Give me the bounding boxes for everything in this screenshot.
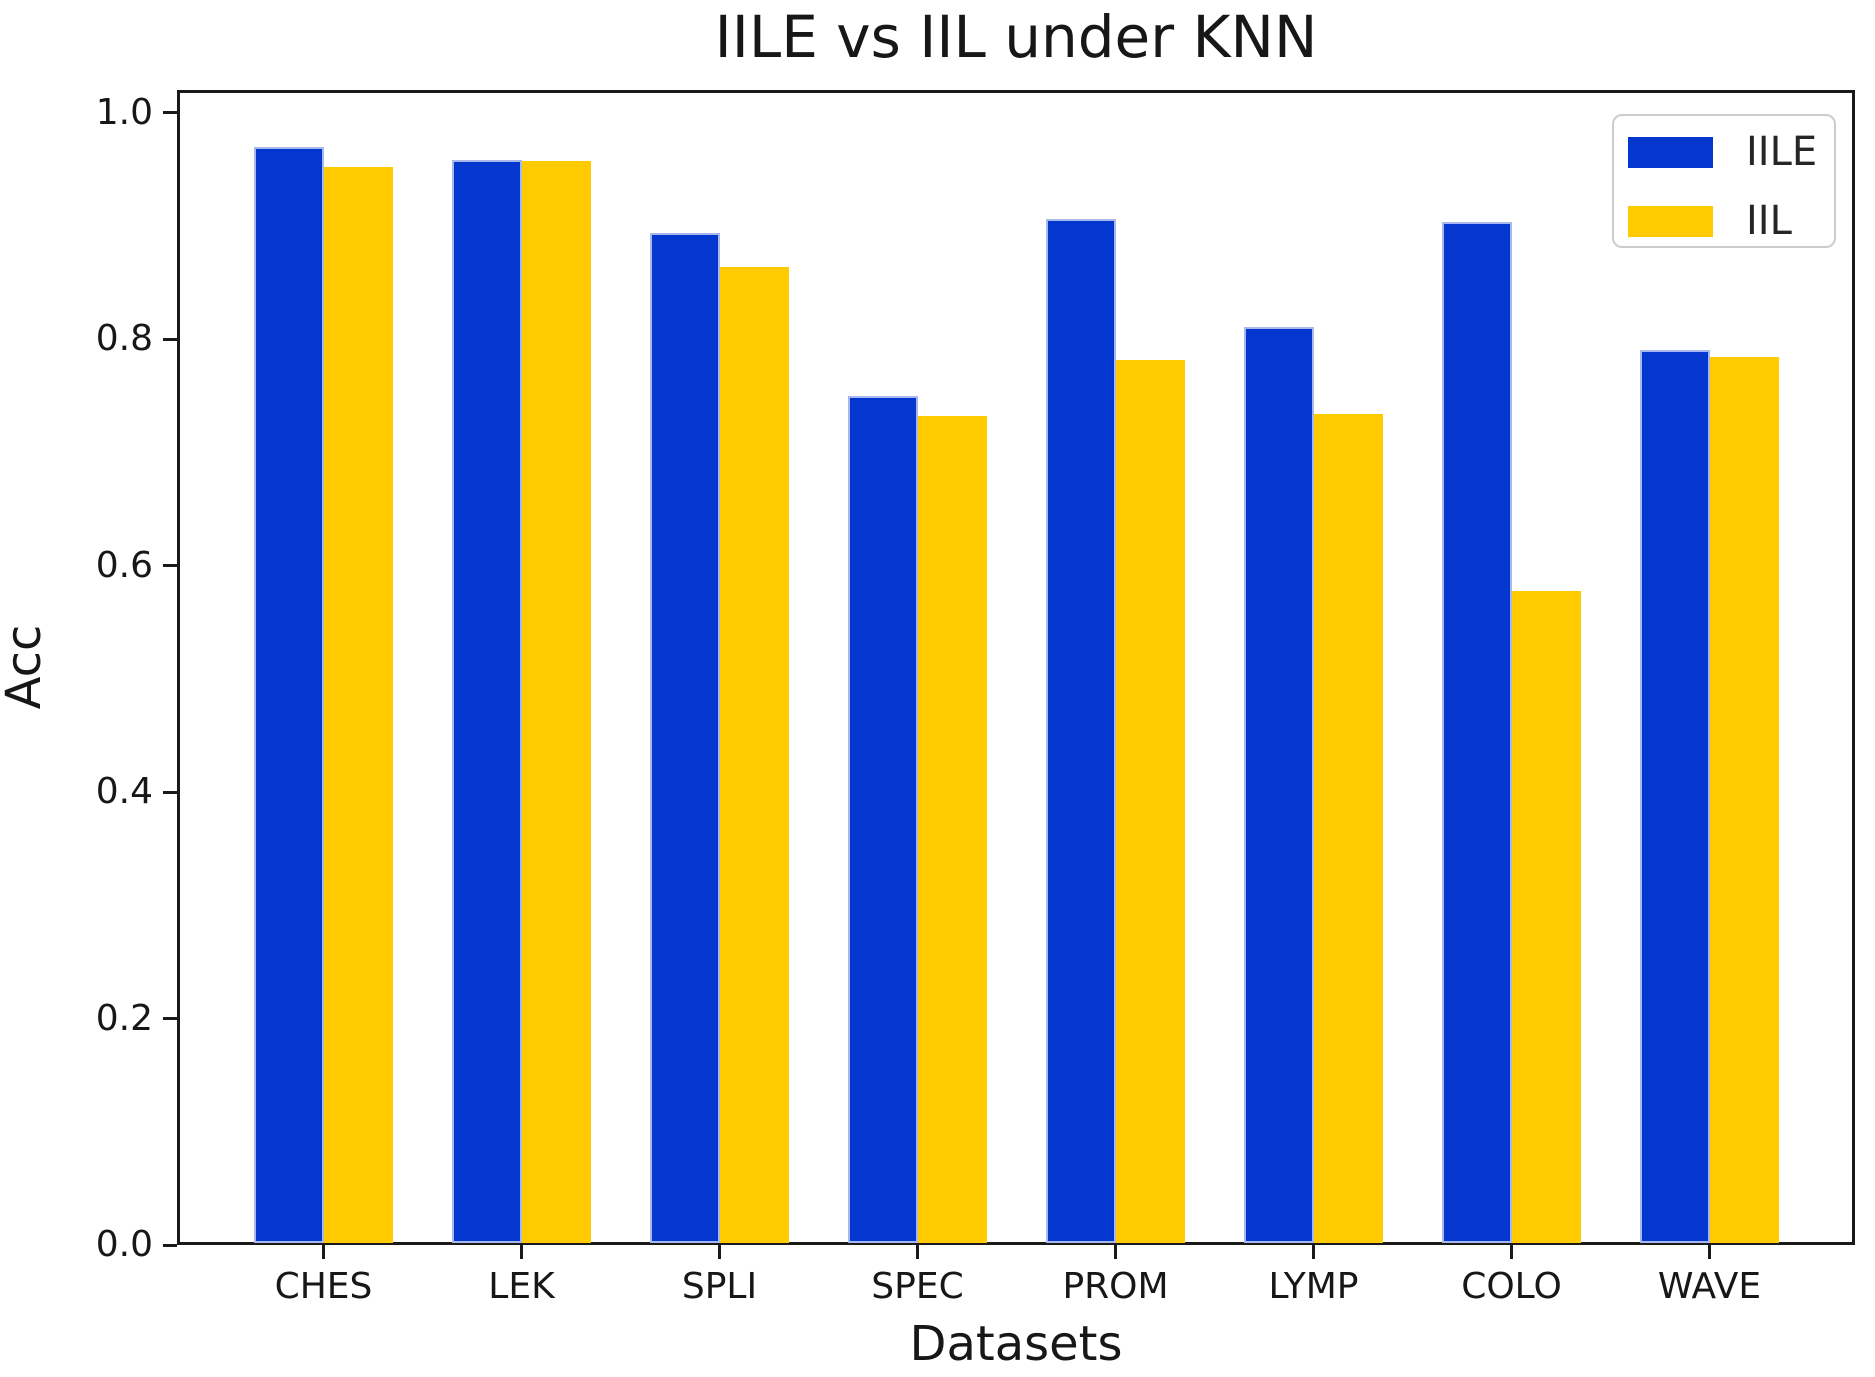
- y-tick-label: 0.4: [95, 771, 153, 813]
- bar-iil-spli: [719, 266, 789, 1243]
- bar-iil-lek: [521, 161, 591, 1243]
- legend-swatch-iil: [1628, 205, 1713, 237]
- plot-area: [177, 90, 1855, 1245]
- x-tick-mark: [1114, 1245, 1117, 1259]
- y-tick-label: 0.6: [95, 544, 153, 586]
- legend-item-iil: IIL: [1628, 201, 1834, 241]
- x-tick-mark: [322, 1245, 325, 1259]
- legend: IILE IIL: [1612, 114, 1836, 248]
- bar-iile-lek: [452, 160, 522, 1243]
- bar-iile-ches: [254, 146, 324, 1243]
- y-tick-mark: [163, 790, 177, 794]
- legend-swatch-iile: [1628, 136, 1713, 168]
- y-tick-mark: [163, 111, 177, 115]
- bar-iile-spec: [848, 395, 918, 1243]
- bar-iile-lymp: [1244, 326, 1314, 1243]
- chart-title: IILE vs IIL under KNN: [714, 3, 1318, 71]
- x-tick-mark: [520, 1245, 523, 1259]
- y-tick-mark: [163, 564, 177, 568]
- y-axis-label: Acc: [0, 624, 52, 710]
- y-tick-mark: [163, 1243, 177, 1247]
- bar-iil-lymp: [1313, 413, 1383, 1243]
- x-axis-label: Datasets: [909, 1316, 1123, 1372]
- legend-item-iile: IILE: [1628, 132, 1834, 172]
- y-tick-mark: [163, 1017, 177, 1021]
- y-tick-label: 0.2: [95, 997, 153, 1039]
- x-tick-label: CHES: [274, 1266, 373, 1307]
- x-tick-label: SPEC: [871, 1266, 964, 1307]
- x-tick-label: SPLI: [681, 1266, 758, 1307]
- x-tick-label: LYMP: [1268, 1266, 1359, 1307]
- bar-iile-spli: [650, 232, 720, 1243]
- x-tick-mark: [718, 1245, 721, 1259]
- x-tick-mark: [916, 1245, 919, 1259]
- bar-iil-ches: [323, 167, 393, 1243]
- y-tick-mark: [163, 337, 177, 341]
- x-tick-mark: [1312, 1245, 1315, 1259]
- x-tick-mark: [1510, 1245, 1513, 1259]
- legend-label-iile: IILE: [1746, 129, 1818, 175]
- bar-iile-wave: [1640, 350, 1710, 1243]
- x-tick-label: PROM: [1062, 1266, 1169, 1307]
- y-tick-label: 0.8: [95, 318, 153, 360]
- bar-iil-colo: [1511, 590, 1581, 1243]
- bar-iil-wave: [1709, 357, 1779, 1243]
- x-tick-mark: [1708, 1245, 1711, 1259]
- bar-iile-prom: [1046, 219, 1116, 1243]
- x-tick-label: LEK: [488, 1266, 555, 1307]
- x-tick-label: COLO: [1461, 1266, 1562, 1307]
- bar-iile-colo: [1442, 222, 1512, 1243]
- x-tick-label: WAVE: [1657, 1266, 1762, 1307]
- bar-iil-prom: [1115, 359, 1185, 1243]
- legend-label-iil: IIL: [1746, 198, 1792, 244]
- bar-iil-spec: [917, 416, 987, 1243]
- y-tick-label: 0.0: [95, 1224, 153, 1265]
- y-tick-label: 1.0: [95, 91, 153, 133]
